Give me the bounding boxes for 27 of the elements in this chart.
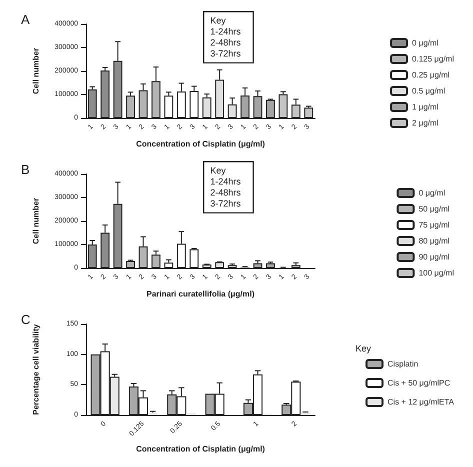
legend-label: 0.5 μg/ml: [412, 86, 446, 96]
legend-label: 0.25 μg/ml: [412, 70, 450, 80]
chart-title: B: [21, 162, 30, 177]
legend-label: 0.125 μg/ml: [412, 54, 454, 64]
legend-label: 1 μg/ml: [412, 102, 439, 112]
annotation: Key 1-24hrs 2-48hrs 3-72hrs: [210, 166, 242, 209]
x-axis-title: Concentration of Cisplatin (μg/ml): [136, 444, 266, 454]
y-axis-title: Cell number: [32, 198, 40, 244]
legend-label: Cisplatin: [388, 360, 418, 368]
chart-title: C: [21, 312, 30, 327]
legend-title: Key: [355, 344, 372, 354]
legend-label: Cis + 50 μg/mlPC: [388, 378, 450, 388]
legend-label: 90 μg/ml: [418, 252, 450, 262]
legend-label: 2 μg/ml: [412, 118, 439, 128]
annotation: Key 1-24hrs 2-48hrs 3-72hrs: [210, 16, 242, 59]
y-axis-title: Percentage cell viability: [32, 324, 40, 415]
legend-label: 50 μg/ml: [418, 204, 450, 214]
legend-label: 0 μg/ml: [418, 188, 446, 198]
chart-title: A: [21, 12, 30, 27]
legend-label: 75 μg/ml: [418, 220, 450, 230]
legend-label: Cis + 12 μg/mlETA: [388, 398, 455, 406]
y-axis-title: Cell number: [32, 48, 40, 94]
x-axis-title: Parinari curatellifolia (μg/ml): [146, 290, 255, 298]
legend-label: 100 μg/ml: [418, 268, 454, 278]
legend-label: 80 μg/ml: [418, 236, 450, 246]
legend-label: 0 μg/ml: [412, 38, 439, 48]
x-axis-title: Concentration of Cisplatin (μg/ml): [136, 140, 266, 148]
